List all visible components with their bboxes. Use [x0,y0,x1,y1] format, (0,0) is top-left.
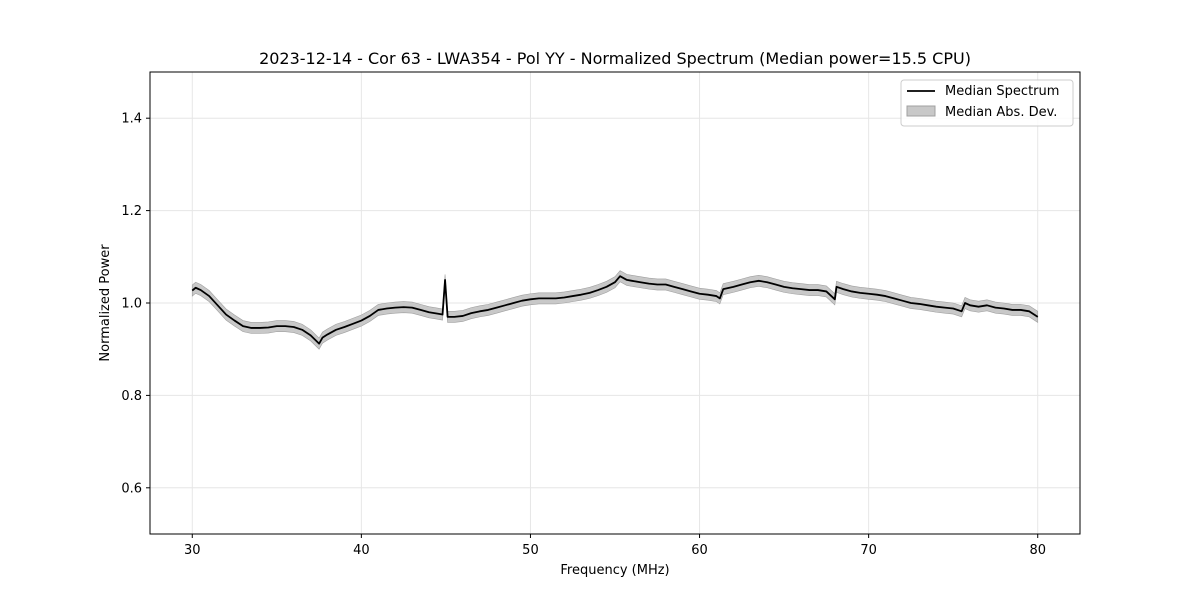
y-tick-label: 0.8 [121,389,142,404]
legend-box [900,79,1074,127]
chart-title: 2023-12-14 - Cor 63 - LWA354 - Pol YY - … [259,49,971,68]
y-tick-label: 1.2 [121,204,142,219]
legend-label-mad: Median Abs. Dev. [945,105,1057,120]
legend: Median Spectrum Median Abs. Dev. [900,79,1074,127]
legend-swatch-mad [906,105,936,117]
legend-label-median-spectrum: Median Spectrum [945,84,1059,99]
y-tick-label: 0.6 [121,481,142,496]
x-tick-label: 60 [691,543,708,558]
y-tick-label: 1.0 [121,297,142,312]
mad-band [191,270,1039,350]
median-spectrum-line [191,275,1039,345]
x-tick-label: 70 [860,543,877,558]
y-axis-label: Normalized Power [98,244,113,362]
median-line-layer [191,275,1039,345]
x-axis-ticks: 30 40 50 60 70 80 [184,534,1046,558]
y-axis-ticks: 0.6 0.8 1.0 1.2 1.4 [121,112,150,496]
x-axis-label: Frequency (MHz) [560,563,669,578]
x-tick-label: 80 [1029,543,1046,558]
x-tick-label: 50 [522,543,539,558]
y-tick-label: 1.4 [121,112,142,127]
mad-band-layer [191,270,1039,350]
x-tick-label: 30 [184,543,201,558]
x-tick-label: 40 [353,543,370,558]
